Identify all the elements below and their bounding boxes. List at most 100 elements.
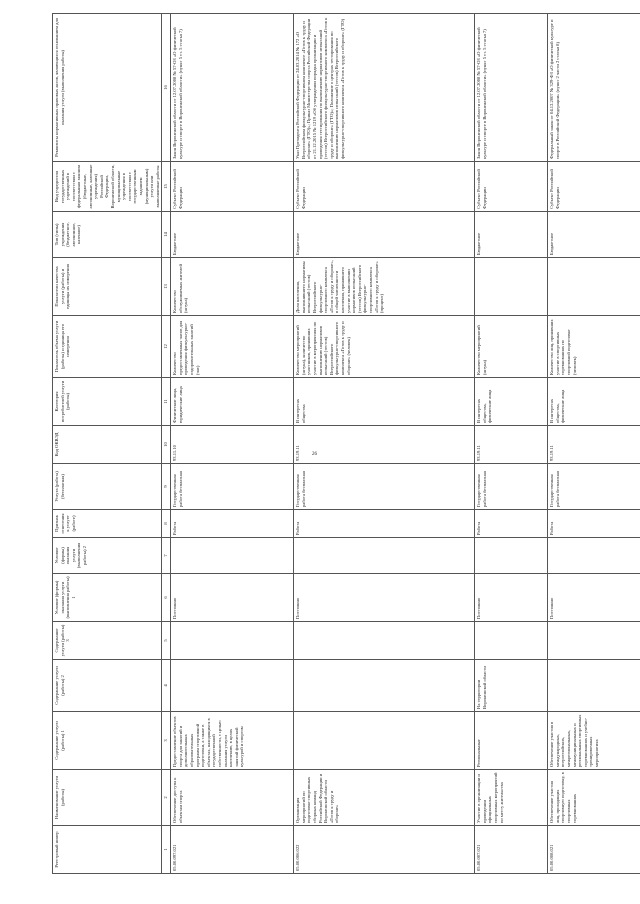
table-cell xyxy=(547,537,640,574)
table-cell: 05.00.008.021 xyxy=(547,825,640,874)
table-cell: Субъект Российской Федерации xyxy=(474,161,548,212)
header-cell: Вид учредителя государственных учреждени… xyxy=(52,161,162,212)
header-cell: Услуга (работа) (бесплатная) xyxy=(52,463,162,510)
column-number: 15 xyxy=(161,161,171,212)
table-cell: Закон Воронежской области от 12.07.2008 … xyxy=(474,13,548,162)
table-cell xyxy=(547,659,640,712)
table-row: 05.00.008.021 Обеспечение участия лиц, п… xyxy=(547,13,640,874)
table-cell: Работа xyxy=(293,509,475,538)
header-cell: Категория потребителей услуги (работы) xyxy=(52,377,162,426)
table-cell: 93.19.11 xyxy=(293,425,475,464)
services-registry-table: Реестровый номер Наименование услуги (ра… xyxy=(52,13,640,874)
table-cell: Физические лица, юридические лица xyxy=(170,377,294,426)
table-cell xyxy=(170,659,294,712)
column-number: 9 xyxy=(161,463,171,510)
header-cell: Признак отнесения к услуге (работе) xyxy=(52,509,162,538)
column-number: 12 xyxy=(161,315,171,378)
table-cell: Субъект Российской Федерации xyxy=(547,161,640,212)
column-number: 14 xyxy=(161,211,171,258)
table-cell: Постоянно xyxy=(474,573,548,622)
table-cell xyxy=(170,537,294,574)
column-number: 6 xyxy=(161,573,171,622)
page-number: 26 xyxy=(312,452,317,457)
table-cell: В интересах общества xyxy=(293,377,475,426)
header-cell: Содержание услуги (работы) 3 xyxy=(52,621,162,660)
table-cell: В интересах общества, физические лица xyxy=(547,377,640,426)
table-cell: Постоянно xyxy=(547,573,640,622)
column-number: 7 xyxy=(161,537,171,574)
table-cell: В интересах общества, физические лица xyxy=(474,377,548,426)
table-cell: Количество обслуживаемых жителей (штука) xyxy=(170,257,294,316)
table-cell: Государственная работа бесплатная xyxy=(170,463,294,510)
header-cell: Показатель объема услуги (работы) и един… xyxy=(52,315,162,378)
table-cell: Государственная работа бесплатная xyxy=(293,463,475,510)
table-cell: Количество лиц, принявших участие в спор… xyxy=(547,315,640,378)
column-number: 16 xyxy=(161,13,171,162)
header-cell: Содержание услуги (работы) 2 xyxy=(52,659,162,712)
table-cell xyxy=(547,621,640,660)
table-cell xyxy=(547,257,640,316)
table-cell: Государственная работа бесплатная xyxy=(474,463,548,510)
table-cell: Количество предоставленных часов для про… xyxy=(170,315,294,378)
table-cell: Работа xyxy=(170,509,294,538)
column-number: 13 xyxy=(161,257,171,316)
header-cell: Наименование услуги (работы) xyxy=(52,769,162,826)
table-cell xyxy=(293,537,475,574)
table-cell: Доля населения, выполнившего нормативы и… xyxy=(293,257,475,316)
table-cell: Бюджетное xyxy=(293,211,475,258)
table-cell: Субъект Российской Федерации xyxy=(170,161,294,212)
table-cell: Государственная работа бесплатная xyxy=(547,463,640,510)
table-cell: Постоянно xyxy=(293,573,475,622)
header-cell: Тип (типы) учреждения (бюджетное, автоно… xyxy=(52,211,162,258)
table-cell xyxy=(293,659,475,712)
table-row: 05.00.006.022 Организация мероприятий по… xyxy=(293,13,475,874)
table-cell: На территории Воронежской области xyxy=(474,659,548,712)
rotated-table-container: Реестровый номер Наименование услуги (ра… xyxy=(52,13,640,874)
table-cell xyxy=(170,621,294,660)
column-number: 10 xyxy=(161,425,171,464)
header-cell: Условие (формы) оказания услуги (выполне… xyxy=(52,537,162,574)
table-cell: Работа xyxy=(547,509,640,538)
table-cell xyxy=(293,711,475,770)
column-number: 11 xyxy=(161,377,171,426)
header-cell: Реквизиты нормативных правовых актов, яв… xyxy=(52,13,162,162)
header-cell: Код ОКВЭД xyxy=(52,425,162,464)
table-cell: 93.11.10 xyxy=(170,425,294,464)
table-cell: Указ Президента Российской Федерации от … xyxy=(293,13,475,162)
table-cell: Количество мероприятий (штука) xyxy=(474,315,548,378)
table-cell: Бюджетное xyxy=(474,211,548,258)
column-number: 3 xyxy=(161,711,171,770)
table-row: 05.00.097.021 Обеспечение доступа к объе… xyxy=(170,13,294,874)
table-cell: Бюджетное xyxy=(170,211,294,258)
column-number: 1 xyxy=(161,825,171,874)
table-cell: 05.00.006.022 xyxy=(293,825,475,874)
header-cell: Условие (формы) оказания услуги (выполне… xyxy=(52,573,162,622)
header-cell: Реестровый номер xyxy=(52,825,162,874)
table-cell: 93.19.11 xyxy=(547,425,640,464)
column-number: 8 xyxy=(161,509,171,538)
table-cell xyxy=(293,621,475,660)
table-cell: Обеспечение участия лиц, проходящих спор… xyxy=(547,769,640,826)
table-header: Реестровый номер Наименование услуги (ра… xyxy=(52,13,171,874)
table-cell: Субъект Российской Федерации xyxy=(293,161,475,212)
table-cell: Обеспечение доступа к объектам спорта xyxy=(170,769,294,826)
column-number: 5 xyxy=(161,621,171,660)
table-cell: Обеспечение участия в международных, все… xyxy=(547,711,640,770)
table-cell: Закон Воронежской области от 12.07.2008 … xyxy=(170,13,294,162)
table-cell: 93.19.11 xyxy=(474,425,548,464)
table-cell xyxy=(474,621,548,660)
table-cell: Количество мероприятий (штука), количест… xyxy=(293,315,475,378)
table-cell: 05.00.097.021 xyxy=(170,825,294,874)
column-number-row: 1 2 3 4 5 6 7 8 9 10 11 12 13 14 15 16 xyxy=(161,13,171,874)
table-row: 05.00.007.021 Участие в организации и пр… xyxy=(474,13,548,874)
table-cell: 05.00.007.021 xyxy=(474,825,548,874)
table-body: 05.00.097.021 Обеспечение доступа к объе… xyxy=(170,13,640,874)
table-cell: Постоянно xyxy=(170,573,294,622)
table-cell: Организация мероприятий по подготовке сп… xyxy=(293,769,475,826)
table-cell: Работа xyxy=(474,509,548,538)
column-number: 2 xyxy=(161,769,171,826)
column-number: 4 xyxy=(161,659,171,712)
table-cell: Федеральный закон от 04.12.2007 № 329-ФЗ… xyxy=(547,13,640,162)
table-cell xyxy=(474,537,548,574)
header-cell: Содержание услуги (работы) 1 xyxy=(52,711,162,770)
